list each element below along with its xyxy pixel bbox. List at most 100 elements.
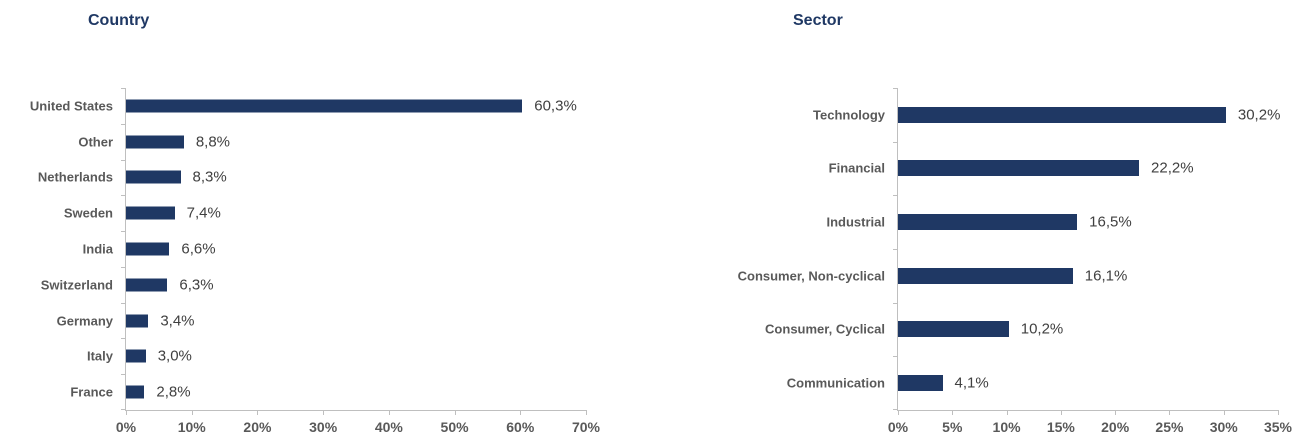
x-axis-tick: [323, 410, 325, 415]
y-axis-tick: [121, 409, 126, 410]
x-axis-tick-label: 0%: [887, 419, 909, 435]
bar-row: Communication 4,1%: [787, 356, 1278, 410]
bar: [898, 214, 1078, 231]
value-label: 3,0%: [157, 347, 192, 365]
bar-row: Italy 3,0%: [87, 338, 586, 374]
y-axis-tick: [893, 249, 898, 250]
bar-row: India 6,6%: [83, 231, 586, 267]
x-axis-tick-label: 30%: [309, 419, 338, 435]
x-axis-tick: [898, 410, 899, 415]
bar: [126, 206, 175, 220]
bar: [898, 267, 1073, 284]
y-axis-tick: [121, 159, 126, 161]
bar-row: United States 60,3%: [30, 88, 586, 124]
bar-row: Technology 30,2%: [813, 88, 1281, 142]
value-label: 22,2%: [1151, 159, 1194, 177]
value-label: 4,1%: [954, 374, 989, 392]
y-axis-tick: [121, 231, 126, 233]
x-axis-tick-label: 50%: [440, 419, 469, 435]
bar: [126, 314, 149, 328]
bar-row: Consumer, Cyclical 10,2%: [765, 303, 1278, 357]
bar: [898, 160, 1140, 177]
x-axis-tick: [191, 410, 193, 415]
x-axis-tick: [586, 410, 587, 415]
y-axis-tick: [893, 141, 898, 143]
category-label: France: [70, 384, 113, 400]
category-label: Financial: [828, 160, 885, 176]
bar-row: Financial 22,2%: [829, 142, 1278, 196]
x-axis-tick: [257, 410, 259, 415]
value-label: 16,5%: [1089, 213, 1132, 231]
bar: [126, 99, 523, 113]
category-label: United States: [29, 98, 113, 114]
category-label: Sweden: [63, 205, 113, 221]
x-axis-tick: [1278, 410, 1279, 415]
x-axis-tick: [1006, 410, 1008, 415]
y-axis-tick: [121, 195, 126, 197]
y-axis-tick: [121, 302, 126, 304]
category-label: Netherlands: [37, 169, 113, 185]
x-axis-tick-label: 40%: [374, 419, 403, 435]
bar-row: Sweden 7,4%: [64, 195, 586, 231]
category-label: Italy: [86, 348, 113, 364]
category-label: Consumer, Cyclical: [765, 321, 885, 337]
y-axis-tick: [121, 88, 126, 89]
x-axis-tick-label: 20%: [243, 419, 272, 435]
y-axis-tick: [121, 123, 126, 125]
bar: [126, 349, 146, 363]
x-axis-tick: [1169, 410, 1171, 415]
y-axis-tick: [893, 409, 898, 410]
y-axis-tick: [893, 195, 898, 197]
bar: [126, 242, 170, 256]
value-label: 7,4%: [186, 204, 221, 222]
category-label: Technology: [813, 107, 885, 123]
bar: [898, 321, 1009, 338]
value-label: 8,3%: [192, 168, 227, 186]
value-label: 10,2%: [1020, 320, 1064, 338]
bar-row: Industrial 16,5%: [826, 195, 1278, 249]
value-label: 6,6%: [181, 240, 216, 258]
sector-plot-area: Technology 30,2% Financial 22,2% Industrial 1…: [738, 88, 1292, 435]
bar: [898, 375, 943, 392]
category-label: Communication: [786, 375, 885, 391]
x-axis-tick: [1060, 410, 1062, 415]
x-axis-tick-label: 20%: [1101, 419, 1130, 435]
bar-row: Netherlands 8,3%: [38, 160, 586, 196]
x-axis-tick-label: 0%: [115, 419, 137, 435]
x-axis-tick-label: 35%: [1263, 419, 1293, 435]
category-label: Other: [78, 134, 113, 150]
x-axis-tick: [126, 410, 127, 415]
x-axis-tick: [454, 410, 456, 415]
x-axis-tick-label: 70%: [571, 419, 601, 435]
bar: [126, 170, 181, 184]
country-chart-title: Country: [88, 12, 150, 29]
bar-row: Switzerland 6,3%: [41, 267, 586, 303]
country-chart: Country United States 60,3% Other 8,8% Nethe…: [0, 0, 652, 445]
bar: [126, 278, 168, 292]
bar-row: France 2,8%: [70, 374, 586, 410]
bar-row: Consumer, Non-cyclical 16,1%: [738, 249, 1278, 303]
category-label: Consumer, Non-cyclical: [737, 268, 885, 284]
y-axis-tick: [893, 88, 898, 89]
x-axis-tick-label: 25%: [1155, 419, 1184, 435]
value-label: 2,8%: [156, 383, 191, 401]
value-label: 8,8%: [195, 133, 231, 151]
bar: [126, 135, 184, 149]
x-axis-tick: [1115, 410, 1117, 415]
value-label: 30,2%: [1237, 106, 1281, 124]
bar: [898, 106, 1226, 123]
y-axis-tick: [893, 356, 898, 358]
y-axis-tick: [121, 374, 126, 376]
x-axis-tick-label: 60%: [506, 419, 535, 435]
x-axis-tick-label: 15%: [1046, 419, 1075, 435]
category-label: Industrial: [826, 214, 885, 230]
x-axis-tick-label: 10%: [177, 419, 206, 435]
value-label: 6,3%: [179, 276, 214, 294]
value-label: 16,1%: [1084, 267, 1128, 285]
value-label: 60,3%: [534, 97, 577, 115]
x-axis-tick: [520, 410, 522, 415]
x-axis-tick: [1223, 410, 1225, 415]
x-axis-tick-label: 10%: [992, 419, 1021, 435]
x-axis-tick: [952, 410, 954, 415]
